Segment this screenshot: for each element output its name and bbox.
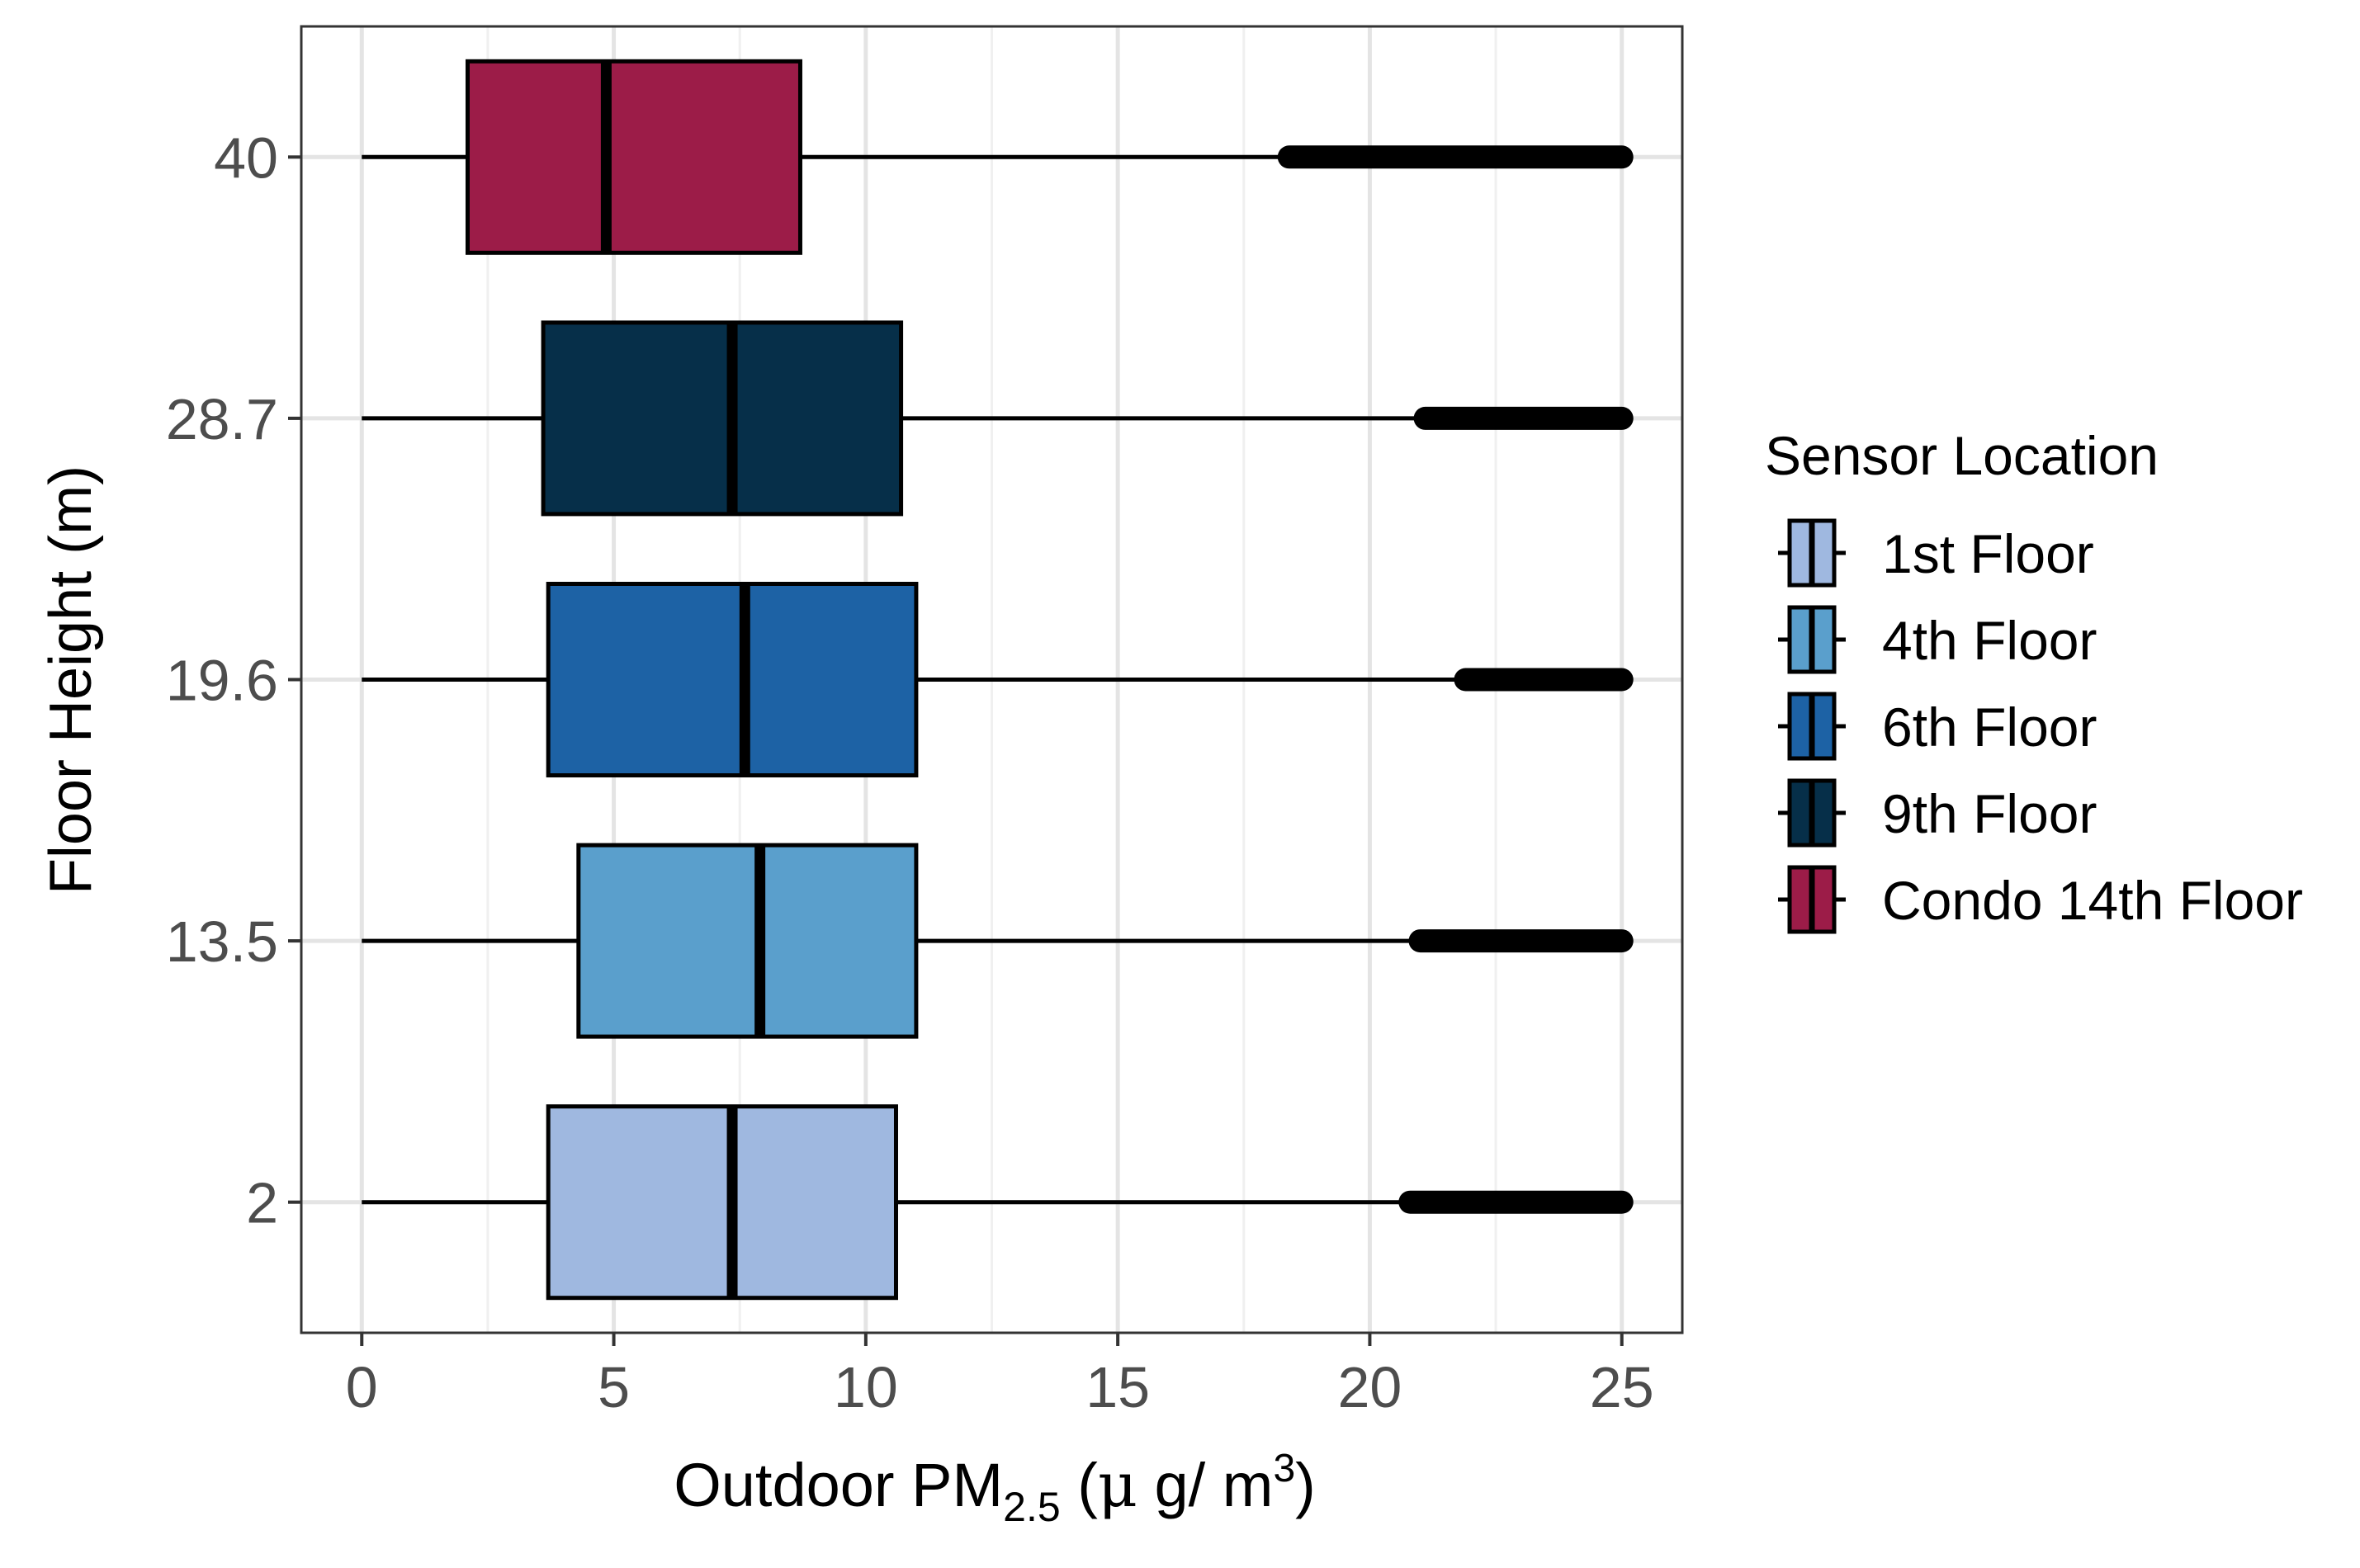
- x-tick-label: 15: [1085, 1355, 1150, 1419]
- legend-label: 6th Floor: [1882, 697, 2097, 758]
- legend-item: 4th Floor: [1778, 605, 2097, 674]
- legend-label: 9th Floor: [1882, 783, 2097, 844]
- box-13.5: [362, 843, 1634, 1039]
- y-tick-label: 40: [214, 125, 278, 190]
- legend-title: Sensor Location: [1765, 425, 2159, 486]
- x-axis-title-prefix: Outdoor PM: [674, 1451, 1003, 1519]
- legend-item: 9th Floor: [1778, 778, 2097, 848]
- legend-label: Condo 14th Floor: [1882, 870, 2303, 931]
- iqr-box: [546, 582, 919, 777]
- box-40: [362, 59, 1634, 255]
- y-tick-label: 2: [246, 1171, 278, 1235]
- x-axis-title-unit-open: (: [1061, 1451, 1099, 1519]
- x-axis-title-superscript: 3: [1273, 1447, 1295, 1490]
- iqr-box: [576, 843, 919, 1039]
- x-tick-label: 25: [1590, 1355, 1654, 1419]
- box-28.7: [362, 320, 1634, 517]
- legend-label: 4th Floor: [1882, 610, 2097, 671]
- box-19.6: [362, 582, 1634, 777]
- x-axis-title: Outdoor PM2.5 (μ g/ m3): [674, 1447, 1316, 1530]
- x-tick-label: 5: [598, 1355, 630, 1419]
- y-axis-title: Floor Height (m): [38, 465, 104, 895]
- x-axis-title-unit-mu: μ: [1098, 1450, 1137, 1521]
- legend-item: 6th Floor: [1778, 692, 2097, 761]
- x-axis-title-unit-mid: g/ m: [1137, 1451, 1273, 1519]
- legend-label: 1st Floor: [1882, 523, 2094, 584]
- x-tick-label: 10: [834, 1355, 898, 1419]
- y-tick-label: 13.5: [166, 909, 278, 974]
- x-tick-label: 0: [346, 1355, 378, 1419]
- x-axis-title-unit-close: ): [1295, 1451, 1316, 1519]
- legend-item: 1st Floor: [1778, 518, 2094, 588]
- legend-item: Condo 14th Floor: [1778, 865, 2303, 934]
- iqr-box: [465, 59, 802, 255]
- legend: Sensor Location 1st Floor 4th Floor 6th Flo…: [1765, 425, 2303, 934]
- iqr-box: [541, 320, 904, 517]
- x-axis-title-subscript: 2.5: [1003, 1484, 1061, 1530]
- plot-area: 0 5 10 15 20 25 2 13.5 19.6 28.7 40: [166, 25, 1684, 1419]
- y-tick-label: 19.6: [166, 649, 278, 713]
- y-tick-label: 28.7: [166, 387, 278, 451]
- x-tick-label: 20: [1338, 1355, 1402, 1419]
- box-2: [362, 1104, 1634, 1301]
- iqr-box: [546, 1104, 898, 1301]
